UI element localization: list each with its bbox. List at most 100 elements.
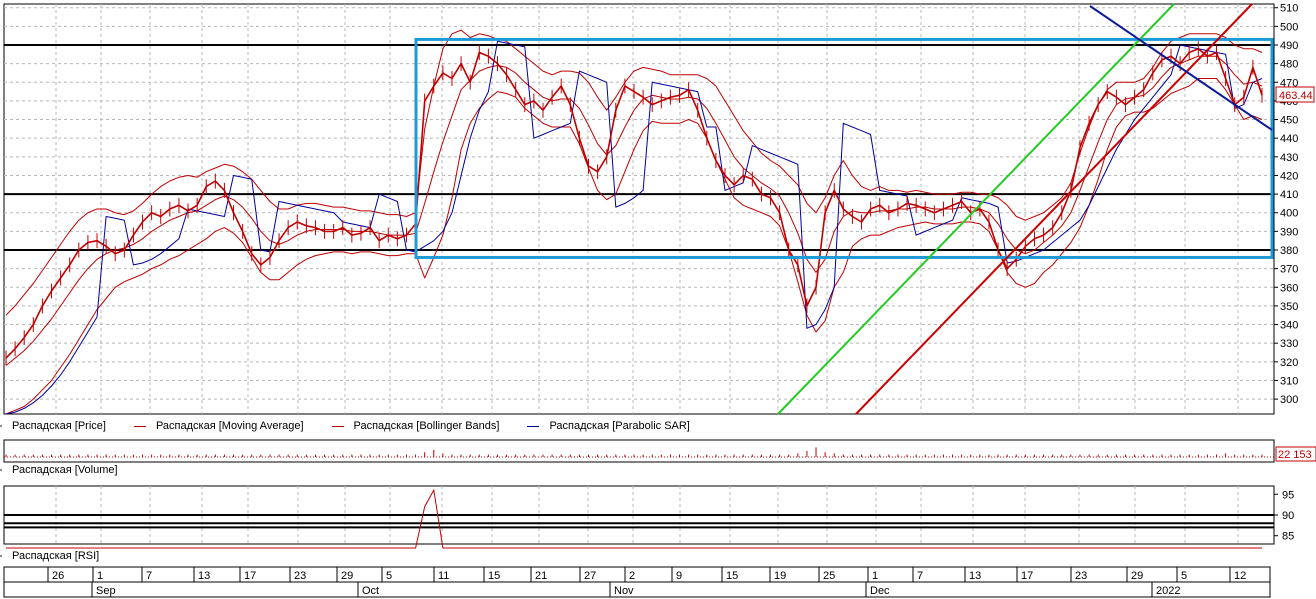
blue-trend-line <box>1089 5 1273 131</box>
last-price-box <box>1275 86 1315 103</box>
day-tick-label: 23 <box>294 570 306 582</box>
day-tick-label: 1 <box>97 570 103 582</box>
month-tick-label: 2022 <box>1156 585 1180 597</box>
volume-legend: Распадская [Volume] <box>0 462 140 478</box>
price-y-tick-label: 510 <box>1280 3 1298 15</box>
price-y-tick-label: 450 <box>1280 115 1298 127</box>
day-ticks: 26 1 7 13 17 23 29 5 11 15 21 27 2 9 15 19 25 1 7 13 17 23 29 5… <box>47 567 1246 582</box>
price-panel: 300 310 320 330 340 350 360 370 380 390 400 410 420 4… <box>3 3 1315 415</box>
rsi-y-tick-label: 90 <box>1282 510 1294 522</box>
legend-item-volume[interactable]: Распадская [Volume] <box>12 464 118 476</box>
day-tick-label: 7 <box>146 570 152 582</box>
price-y-axis: 300 310 320 330 340 350 360 370 380 390 400 410 420 4… <box>1274 3 1298 406</box>
price-y-tick-label: 490 <box>1280 40 1298 52</box>
legend-item-bollinger[interactable]: Распадская [Bollinger Bands] <box>331 420 500 432</box>
rsi-y-axis: 85 90 95 <box>1274 489 1294 543</box>
day-tick-label: 5 <box>1181 570 1187 582</box>
legend-item-moving-average[interactable]: Распадская [Moving Average] <box>133 420 304 432</box>
month-ticks: Sep Oct Nov Dec 2022 <box>91 582 1180 597</box>
day-tick-label: 12 <box>1234 570 1246 582</box>
price-y-tick-label: 480 <box>1280 59 1298 71</box>
price-y-tick-label: 330 <box>1280 338 1298 350</box>
rsi-legend: Распадская [RSI] <box>0 548 121 564</box>
legend-marker <box>0 469 2 471</box>
day-tick-label: 25 <box>823 570 835 582</box>
price-plot-area <box>3 3 1275 415</box>
month-tick-label: Dec <box>870 585 890 597</box>
legend-item-sar[interactable]: Распадская [Parabolic SAR] <box>527 420 690 432</box>
price-y-tick-label: 300 <box>1280 394 1298 406</box>
consolidation-box <box>414 37 1274 259</box>
day-tick-label: 15 <box>726 570 738 582</box>
day-tick-label: 2 <box>629 570 635 582</box>
price-y-tick-label: 360 <box>1280 282 1298 294</box>
last-price-label: 463.44 <box>1279 90 1313 102</box>
volume-panel: 22 153 <box>3 439 1316 463</box>
price-y-tick-label: 500 <box>1280 21 1298 33</box>
day-tick-label: 29 <box>341 570 353 582</box>
day-tick-label: 11 <box>438 570 449 582</box>
price-y-tick-label: 390 <box>1280 226 1298 238</box>
day-tick-label: 17 <box>1021 570 1033 582</box>
parabolic-sar-line <box>5 40 1263 415</box>
price-series-group <box>5 29 1263 415</box>
price-y-tick-label: 440 <box>1280 133 1298 145</box>
price-y-tick-label: 420 <box>1280 170 1298 182</box>
trend-overlays <box>414 3 1274 415</box>
price-y-tick-label: 410 <box>1280 189 1298 201</box>
price-y-tick-label: 400 <box>1280 208 1298 220</box>
green-trend-line <box>777 3 1175 415</box>
last-volume-box <box>1275 446 1316 462</box>
month-tick-label: Sep <box>96 585 116 597</box>
price-y-tick-label: 370 <box>1280 264 1298 276</box>
rsi-y-tick-label: 95 <box>1282 489 1294 501</box>
price-y-tick-label: 350 <box>1280 301 1298 313</box>
rsi-panel: 85 90 95 <box>3 485 1294 549</box>
day-tick-label: 27 <box>584 570 596 582</box>
price-legend: Распадская [Price] Распадская [Moving Av… <box>0 418 712 434</box>
legend-label-price: Распадская [Price] <box>12 420 106 432</box>
price-y-tick-label: 470 <box>1280 77 1298 89</box>
last-volume-marker: 22 153 <box>1275 446 1316 462</box>
rsi-y-tick-label: 85 <box>1282 531 1294 543</box>
legend-label-bb: Распадская [Bollinger Bands] <box>353 420 500 432</box>
day-tick-label: 29 <box>1131 570 1143 582</box>
day-tick-label: 15 <box>488 570 500 582</box>
month-tick-label: Oct <box>362 585 379 597</box>
legend-marker <box>0 555 2 557</box>
price-y-tick-label: 430 <box>1280 152 1298 164</box>
rsi-series <box>6 488 1262 549</box>
price-y-tick-label: 380 <box>1280 245 1298 257</box>
day-tick-label: 13 <box>198 570 210 582</box>
legend-marker <box>0 425 2 427</box>
legend-label-ma: Распадская [Moving Average] <box>155 420 304 432</box>
price-y-tick-label: 340 <box>1280 320 1298 332</box>
last-volume-label: 22 153 <box>1278 449 1312 461</box>
price-y-tick-label: 320 <box>1280 357 1298 369</box>
rsi-line <box>6 488 1262 549</box>
month-tick-label: Nov <box>614 585 634 597</box>
rsi-levels <box>4 514 1274 529</box>
legend-item-rsi[interactable]: Распадская [RSI] <box>12 550 99 562</box>
day-tick-label: 26 <box>52 570 64 582</box>
legend-label-volume: Распадская [Volume] <box>12 464 118 476</box>
legend-swatch-bb <box>331 425 344 427</box>
time-axis: 26 1 7 13 17 23 29 5 11 15 21 27 2 9 15 19 25 1 7 13 17 23 29 5… <box>3 566 1271 598</box>
volume-plot-area <box>3 439 1275 463</box>
day-tick-label: 19 <box>774 570 786 582</box>
day-tick-label: 23 <box>1075 570 1087 582</box>
price-y-tick-label: 310 <box>1280 375 1298 387</box>
day-tick-label: 7 <box>917 570 923 582</box>
bollinger-lower-line <box>5 78 1263 415</box>
legend-swatch-ma <box>133 425 146 427</box>
bollinger-upper-line <box>5 29 1263 316</box>
day-tick-label: 5 <box>386 570 392 582</box>
volume-bars <box>4 447 1274 458</box>
last-price-marker: 463.44 <box>1275 86 1315 103</box>
legend-item-price[interactable]: Распадская [Price] <box>12 420 106 432</box>
legend-swatch-sar <box>527 425 540 427</box>
day-tick-label: 1 <box>872 570 878 582</box>
legend-label-rsi: Распадская [RSI] <box>12 550 100 562</box>
